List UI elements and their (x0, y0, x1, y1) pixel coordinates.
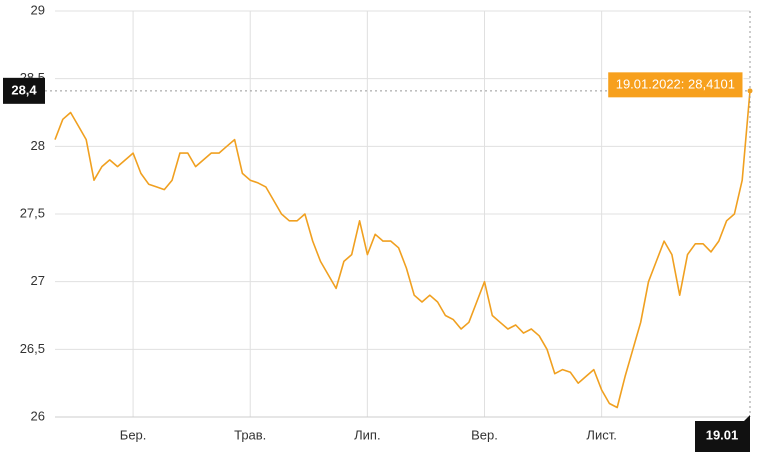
y-tick-label: 27 (31, 273, 45, 288)
x-tick-label: Вер. (471, 427, 498, 442)
x-tick-label: Бер. (120, 427, 147, 442)
last-point (747, 88, 753, 94)
y-tick-label: 27,5 (20, 205, 45, 220)
x-highlight-label: 19.01 (706, 427, 739, 442)
x-tick-label: Трав. (234, 427, 266, 442)
y-tick-label: 26,5 (20, 341, 45, 356)
x-highlight-box (695, 415, 750, 452)
crosshair-label: 28,4 (11, 82, 37, 97)
tooltip-box (607, 71, 744, 99)
y-tick-label: 29 (31, 2, 45, 17)
y-tick-label: 28 (31, 138, 45, 153)
x-tick-label: Лип. (354, 427, 380, 442)
price-line (54, 90, 751, 409)
tooltip: 19.01.2022: 28,4101 (607, 71, 744, 99)
x-tick-label: Лист. (586, 427, 616, 442)
tooltip-text: 19.01.2022: 28,4101 (616, 76, 735, 91)
crosshair-label-box (3, 77, 45, 104)
y-tick-label: 26 (31, 408, 45, 423)
